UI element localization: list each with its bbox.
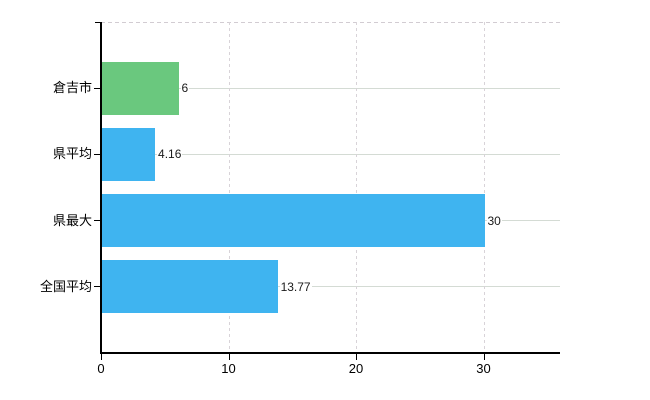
bar-1 xyxy=(102,127,156,181)
bar-3 xyxy=(102,260,278,314)
v-gridline xyxy=(356,22,357,353)
v-gridline xyxy=(483,22,485,353)
y-axis-top-tick xyxy=(95,22,101,23)
plot-area: 6 4.16 30 13.77 xyxy=(101,22,560,353)
x-axis-tick xyxy=(483,353,485,360)
y-axis-tick xyxy=(94,153,101,155)
bar-0 xyxy=(102,61,179,115)
bar-value-label: 13.77 xyxy=(279,279,312,294)
x-tick-label: 30 xyxy=(476,361,491,376)
category-label: 県最大 xyxy=(52,212,92,228)
y-axis-tick xyxy=(94,87,101,89)
v-gridline xyxy=(228,22,230,353)
x-axis xyxy=(100,352,560,354)
h-gridline xyxy=(101,87,560,89)
plot-top-border xyxy=(101,22,560,23)
x-axis-tick xyxy=(228,353,230,360)
bar-value-label: 6 xyxy=(180,81,190,96)
bar-2 xyxy=(102,194,485,248)
y-axis-tick xyxy=(94,220,101,222)
y-axis xyxy=(100,22,102,353)
x-axis-tick xyxy=(101,353,102,360)
x-tick-label: 0 xyxy=(97,361,105,376)
bar-value-label: 30 xyxy=(486,213,502,228)
x-tick-label: 20 xyxy=(348,361,364,376)
bar-value-label: 4.16 xyxy=(157,147,183,162)
h-gridline xyxy=(101,153,560,155)
category-label: 倉吉市 xyxy=(52,80,92,96)
x-tick-label: 10 xyxy=(221,361,236,376)
category-label: 県平均 xyxy=(52,146,92,162)
x-axis-tick xyxy=(356,353,357,360)
h-gridline xyxy=(101,286,560,288)
y-axis-tick xyxy=(94,286,101,288)
category-label: 全国平均 xyxy=(39,278,92,294)
